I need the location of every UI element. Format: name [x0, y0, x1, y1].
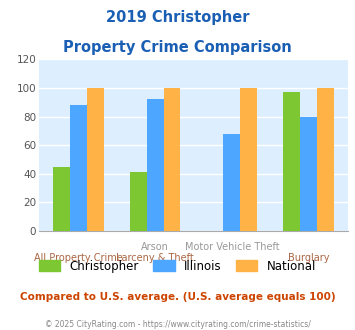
- Bar: [70, 105, 87, 231]
- Text: © 2025 CityRating.com - https://www.cityrating.com/crime-statistics/: © 2025 CityRating.com - https://www.city…: [45, 320, 310, 329]
- Text: 2019 Christopher: 2019 Christopher: [106, 10, 249, 25]
- Bar: [223, 134, 240, 231]
- Bar: [240, 88, 257, 231]
- Bar: [53, 167, 70, 231]
- Text: Motor Vehicle Theft: Motor Vehicle Theft: [185, 242, 279, 252]
- Bar: [147, 99, 164, 231]
- Text: All Property Crime: All Property Crime: [34, 253, 123, 263]
- Bar: [164, 88, 180, 231]
- Text: Arson: Arson: [141, 242, 169, 252]
- Text: Burglary: Burglary: [288, 253, 329, 263]
- Bar: [87, 88, 104, 231]
- Bar: [283, 92, 300, 231]
- Text: Compared to U.S. average. (U.S. average equals 100): Compared to U.S. average. (U.S. average …: [20, 292, 335, 302]
- Text: Larceny & Theft: Larceny & Theft: [116, 253, 194, 263]
- Bar: [300, 116, 317, 231]
- Text: Property Crime Comparison: Property Crime Comparison: [63, 40, 292, 54]
- Bar: [317, 88, 334, 231]
- Legend: Christopher, Illinois, National: Christopher, Illinois, National: [34, 255, 321, 278]
- Bar: [130, 172, 147, 231]
